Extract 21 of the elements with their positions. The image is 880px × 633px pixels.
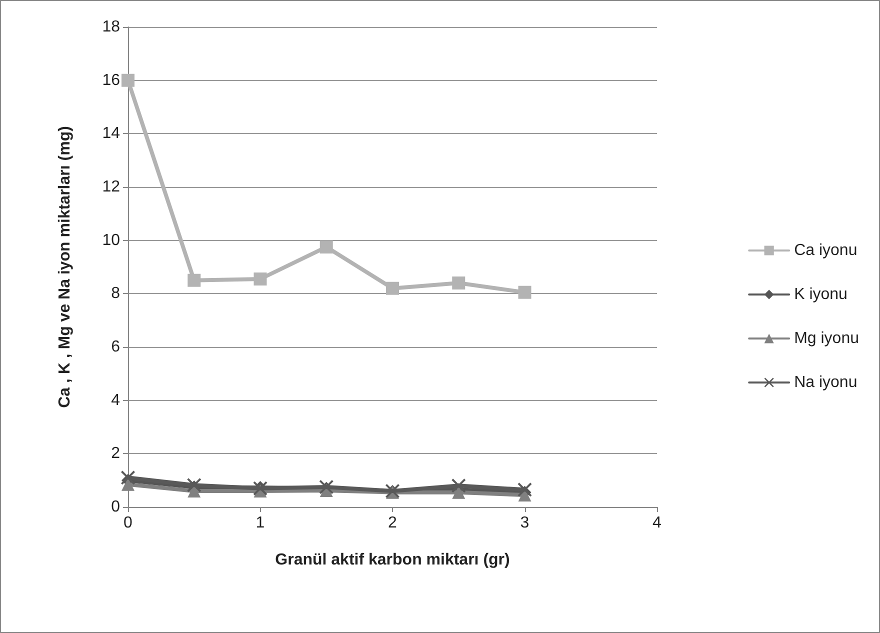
y-tick-label: 12 [102, 178, 120, 196]
y-tick-label: 6 [111, 338, 120, 356]
legend-label: Ca iyonu [794, 242, 858, 259]
y-tick-label: 10 [102, 232, 120, 249]
legend-label: Mg iyonu [794, 330, 859, 347]
x-tick-label: 3 [520, 514, 530, 532]
x-tick-label: 0 [124, 514, 133, 532]
legend-label: K iyonu [794, 286, 848, 303]
y-tick-label: 8 [111, 285, 120, 302]
y-tick-label: 16 [102, 72, 120, 89]
x-axis-title: Granül aktif karbon miktarı (gr) [275, 552, 510, 568]
x-tick-label: 1 [256, 514, 265, 532]
y-tick-label: 14 [102, 125, 120, 142]
x-tick-label: 2 [388, 514, 398, 532]
y-axis-title: Ca , K , Mg ve Na iyon miktarları (mg) [56, 126, 74, 408]
y-tick-label: 4 [111, 392, 120, 409]
y-tick-label: 2 [111, 445, 120, 462]
y-tick-label: 0 [111, 498, 120, 516]
x-tick-label: 4 [652, 514, 662, 532]
y-tick-label: 18 [102, 18, 120, 36]
legend-label: Na iyonu [794, 374, 858, 391]
